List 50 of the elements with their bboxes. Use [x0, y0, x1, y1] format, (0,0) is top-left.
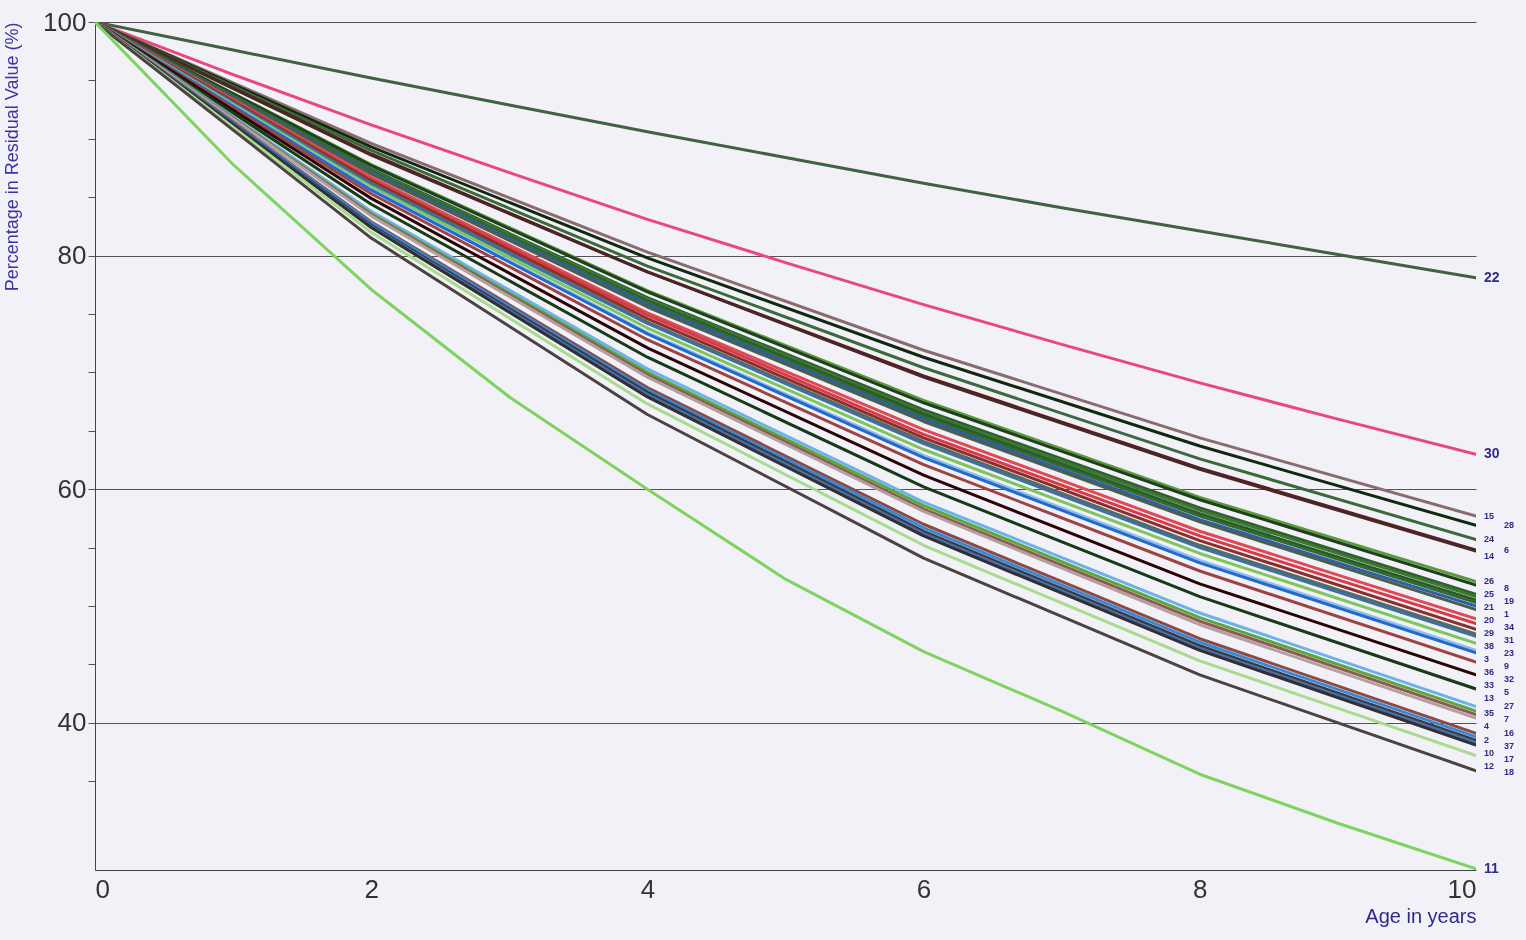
text: 7 [1504, 714, 1510, 725]
series-label: 24 [1484, 534, 1495, 545]
series-label: 21 [1484, 602, 1495, 613]
series-label: 13 [1484, 693, 1495, 704]
series-label: 35 [1484, 707, 1495, 718]
y-axis-title: Percentage in Residual Value (%) [1, 22, 22, 292]
series-label: 2 [1484, 734, 1490, 745]
text: 5 [1504, 686, 1510, 697]
y-tick-label: 100 [43, 6, 87, 37]
series-label: 12 [1484, 760, 1495, 771]
text: 17 [1504, 754, 1515, 765]
y-tick-label: 60 [57, 473, 87, 504]
series-label: 4 [1484, 720, 1490, 731]
text: 19 [1504, 595, 1515, 606]
x-axis-title: Age in years [1365, 904, 1477, 927]
x-tick-label: 8 [1193, 873, 1208, 904]
text: 27 [1504, 701, 1515, 712]
text: 16 [1504, 728, 1515, 739]
text: 28 [1504, 520, 1515, 531]
x-tick-label: 2 [364, 873, 379, 904]
x-tick-label: 10 [1447, 873, 1477, 904]
series-label: 14 [1484, 551, 1495, 562]
text: 8 [1504, 582, 1510, 593]
y-tick-label: 40 [57, 707, 87, 738]
series-label: 15 [1484, 511, 1495, 522]
text: 36 [1484, 667, 1495, 678]
text: 23 [1504, 647, 1515, 658]
series-label: 25 [1484, 589, 1495, 600]
series-label: 20 [1484, 615, 1495, 626]
text: 9 [1504, 660, 1510, 671]
series-label: 26 [1484, 576, 1495, 587]
x-tick-label: 4 [640, 873, 656, 904]
x-tick-label: 6 [916, 873, 932, 904]
text: 18 [1504, 767, 1515, 778]
text: 37 [1504, 741, 1515, 752]
text: 3 [1484, 654, 1490, 665]
text: 1 [1504, 608, 1510, 619]
text: 31 [1504, 634, 1515, 645]
series-label: 38 [1484, 641, 1495, 652]
text: 33 [1484, 680, 1495, 691]
series-label: 10 [1484, 747, 1495, 758]
text: 34 [1504, 621, 1515, 632]
series-label: 29 [1484, 628, 1495, 639]
x-tick-label: 0 [95, 873, 110, 904]
text: 6 [1504, 544, 1510, 555]
series-label: 22 [1484, 268, 1500, 285]
series-label: 30 [1484, 445, 1500, 462]
series-label: 11 [1484, 859, 1500, 876]
text: 32 [1504, 673, 1515, 684]
y-tick-label: 80 [57, 240, 87, 271]
